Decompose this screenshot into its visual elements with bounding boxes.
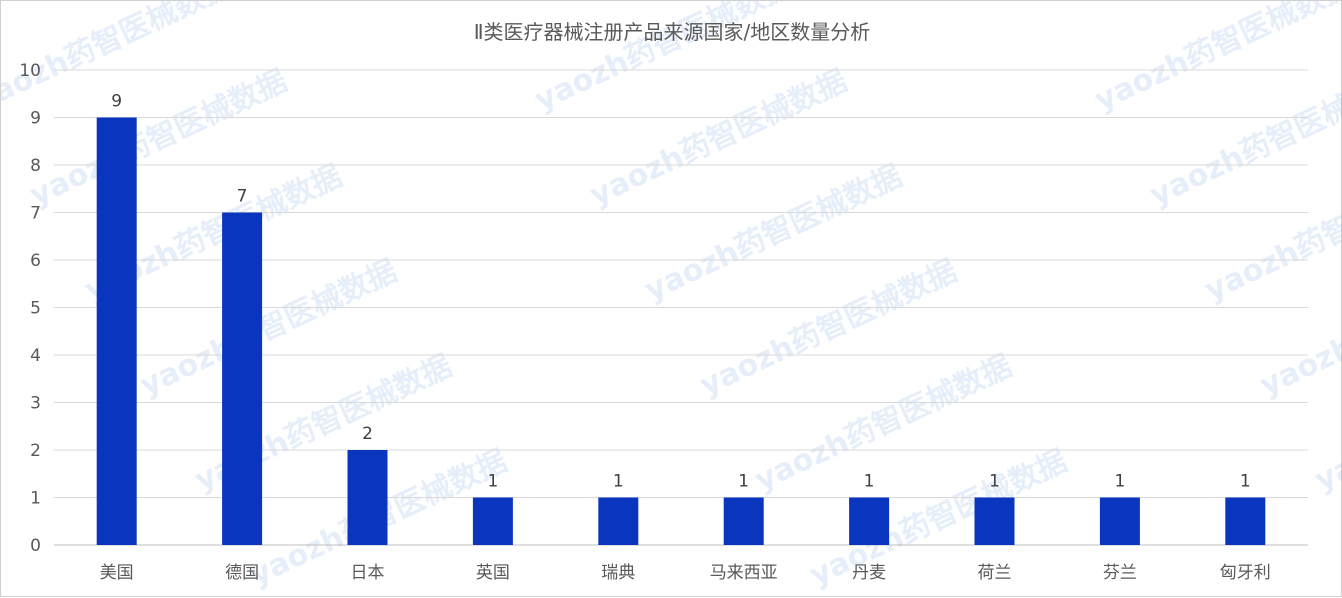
y-tick-label: 3 (30, 394, 41, 414)
watermark: yaozh药智医械数据 (695, 254, 963, 404)
labels: 0 1 2 3 4 5 6 7 8 9 10 9 美国 7 德国 2 日本 1 英国 1 瑞典 1 马来西亚 1 丹麦 1 荷兰 1 芬… (19, 61, 1270, 583)
x-tick-label: 芬兰 (1103, 563, 1137, 583)
data-label: 9 (111, 92, 122, 112)
watermark: yaozh药智医械数据 (640, 159, 908, 309)
x-tick-label: 英国 (476, 563, 510, 583)
bar (849, 497, 890, 545)
watermark: yaozh药智医械数据 (135, 254, 403, 404)
bar (1225, 497, 1266, 545)
y-tick-label: 1 (30, 489, 41, 509)
x-tick-label: 匈牙利 (1220, 563, 1271, 583)
x-tick-label: 美国 (100, 563, 134, 583)
y-tick-label: 2 (30, 441, 41, 461)
watermark: yaozh药智医械数据 (750, 349, 1018, 499)
bars (96, 117, 1266, 545)
x-tick-label: 丹麦 (852, 563, 886, 583)
y-tick-label: 8 (30, 156, 41, 176)
x-tick-label: 荷兰 (978, 563, 1012, 583)
watermark: yaozh药智医械数据 (805, 444, 1073, 594)
data-label: 1 (1240, 472, 1251, 492)
data-label: 1 (487, 472, 498, 492)
data-label: 1 (864, 472, 875, 492)
watermark: yaozh药智医械数据 (1145, 64, 1342, 214)
bar (222, 212, 263, 545)
x-tick-label: 德国 (225, 563, 259, 583)
y-tick-label: 10 (19, 61, 41, 81)
x-tick-label: 日本 (351, 563, 385, 583)
bar (974, 497, 1015, 545)
data-label: 7 (237, 187, 248, 207)
data-label: 1 (989, 472, 1000, 492)
data-label: 2 (362, 424, 373, 444)
bar (1099, 497, 1140, 545)
y-tick-label: 6 (30, 251, 41, 271)
data-label: 1 (738, 472, 749, 492)
y-tick-label: 4 (30, 346, 41, 366)
bar (347, 450, 388, 545)
data-label: 1 (613, 472, 624, 492)
bar (723, 497, 764, 545)
y-tick-label: 9 (30, 109, 41, 129)
watermark: yaozh药智医械数据 (25, 64, 293, 214)
watermark: yaozh药智医械数据 (1090, 1, 1342, 118)
chart-title: Ⅱ类医疗器械注册产品来源国家/地区数量分析 (474, 20, 871, 44)
y-tick-label: 0 (30, 536, 41, 556)
x-tick-label: 马来西亚 (710, 563, 778, 583)
y-tick-label: 7 (30, 204, 41, 224)
bar (472, 497, 513, 545)
x-tick-label: 瑞典 (601, 563, 635, 583)
bar (96, 117, 137, 545)
watermark: yaozh药智医械数据 (585, 64, 853, 214)
y-tick-label: 5 (30, 299, 41, 319)
data-label: 1 (1114, 472, 1125, 492)
bar (598, 497, 639, 545)
gridlines (54, 69, 1308, 546)
